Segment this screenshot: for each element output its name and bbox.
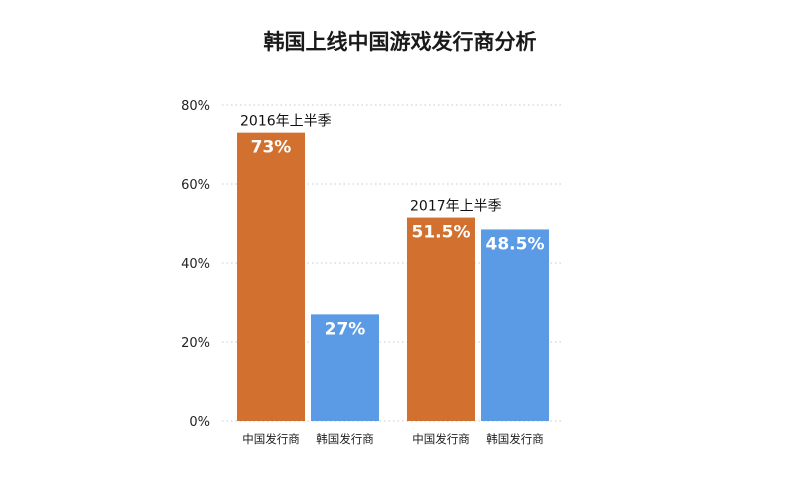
chart-title: 韩国上线中国游戏发行商分析: [263, 30, 537, 54]
y-tick-label: 60%: [181, 178, 210, 193]
bar-value-label: 27%: [325, 319, 366, 339]
bar-2017-korea: [481, 229, 549, 421]
y-tick-label: 20%: [181, 336, 210, 351]
category-label: 中国发行商: [412, 432, 470, 446]
bar-2016-china: [237, 132, 305, 421]
bar-value-label: 51.5%: [412, 223, 471, 243]
category-label: 韩国发行商: [316, 432, 374, 446]
bar-value-label: 48.5%: [486, 234, 545, 254]
group-label: 2017年上半季: [410, 199, 502, 215]
category-label: 中国发行商: [242, 432, 300, 446]
bar-2016-korea: [311, 314, 379, 421]
y-tick-label: 80%: [181, 99, 210, 114]
y-tick-label: 40%: [181, 257, 210, 272]
bar-layer: [237, 132, 549, 421]
group-label: 2016年上半季: [240, 114, 332, 130]
text-layer: 0% 20% 40% 60% 80% 73% 中国发行商 27% 韩国发行商 2016年上半季 51…: [181, 99, 544, 446]
category-label: 韩国发行商: [486, 432, 544, 446]
bar-2017-china: [407, 217, 475, 421]
bar-value-label: 73%: [251, 138, 292, 158]
y-tick-label: 0%: [189, 415, 210, 430]
